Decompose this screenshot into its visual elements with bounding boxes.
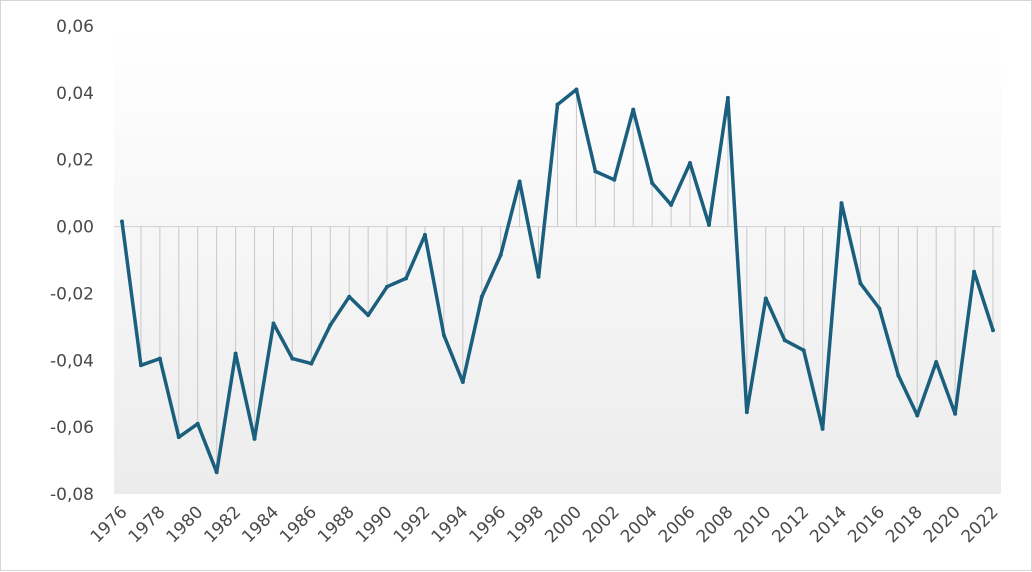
y-tick-label: 0,02 (56, 151, 94, 171)
data-point (782, 338, 787, 343)
x-tick-label: 1988 (314, 502, 359, 547)
x-tick-label: 2012 (768, 502, 813, 547)
data-point (650, 181, 655, 186)
data-point (706, 222, 711, 227)
y-tick-label: 0,06 (56, 17, 94, 37)
data-point (953, 411, 958, 416)
x-tick-label: 2006 (655, 502, 700, 547)
data-point (271, 321, 276, 326)
data-point (157, 356, 162, 361)
x-tick-label: 2020 (920, 502, 965, 547)
x-tick-label: 1982 (200, 502, 245, 547)
y-tick-label: -0,02 (50, 284, 94, 304)
x-tick-label: 2016 (844, 502, 889, 547)
y-tick-label: -0,06 (50, 418, 94, 438)
data-point (896, 373, 901, 378)
data-point (195, 421, 200, 426)
data-point (877, 306, 882, 311)
plot-area (114, 26, 1001, 494)
x-tick-label: 1996 (465, 502, 510, 547)
x-tick-label: 1984 (238, 502, 283, 547)
data-point (536, 274, 541, 279)
y-tick-label: -0,04 (50, 351, 94, 371)
data-point (347, 294, 352, 299)
y-tick-label: 0,04 (56, 84, 94, 104)
data-point (498, 252, 503, 257)
x-tick-label: 1992 (390, 502, 435, 547)
data-point (839, 201, 844, 206)
data-point (366, 313, 371, 318)
data-point (972, 269, 977, 274)
data-point (555, 102, 560, 107)
data-point (744, 410, 749, 415)
x-tick-label: 1990 (352, 502, 397, 547)
data-point (820, 426, 825, 431)
data-point (460, 380, 465, 385)
x-tick-label: 2010 (731, 502, 776, 547)
x-tick-label: 2000 (541, 502, 586, 547)
y-tick-label: 0,00 (56, 218, 94, 238)
data-point (290, 356, 295, 361)
data-point (801, 348, 806, 353)
x-tick-label: 2018 (882, 502, 927, 547)
data-point (517, 179, 522, 184)
data-point (725, 95, 730, 100)
data-point (593, 169, 598, 174)
data-point (479, 294, 484, 299)
data-point (309, 361, 314, 366)
data-point (233, 351, 238, 356)
data-point (669, 202, 674, 207)
data-point (574, 87, 579, 92)
data-point (612, 177, 617, 182)
x-tick-label: 2014 (806, 502, 851, 547)
data-point (120, 219, 124, 224)
data-point (385, 284, 390, 289)
data-point (763, 296, 768, 301)
x-axis: 1976197819801982198419861988199019921994… (87, 502, 1003, 547)
data-point (631, 107, 636, 112)
data-point (176, 435, 181, 440)
data-point (252, 436, 257, 441)
x-tick-label: 2008 (693, 502, 738, 547)
x-tick-label: 1994 (428, 502, 473, 547)
data-point (328, 323, 333, 328)
x-tick-label: 1976 (87, 502, 132, 547)
data-point (688, 161, 693, 166)
data-point (404, 276, 409, 281)
data-point (858, 281, 863, 286)
data-point (214, 470, 219, 475)
data-point (991, 328, 995, 333)
x-tick-label: 1980 (163, 502, 208, 547)
x-tick-label: 2004 (617, 502, 662, 547)
y-axis: -0,08 -0,06 -0,04 -0,02 0,00 0,02 0,04 0,06 (50, 17, 94, 505)
y-tick-label: -0,08 (50, 485, 94, 505)
data-point (441, 333, 446, 338)
data-point (138, 363, 143, 368)
x-tick-label: 1986 (276, 502, 321, 547)
x-tick-label: 1978 (125, 502, 170, 547)
x-tick-label: 1998 (503, 502, 548, 547)
data-point (934, 359, 939, 364)
x-tick-label: 2022 (958, 502, 1003, 547)
data-point (915, 413, 920, 418)
x-tick-label: 2002 (579, 502, 624, 547)
data-point (422, 232, 427, 237)
